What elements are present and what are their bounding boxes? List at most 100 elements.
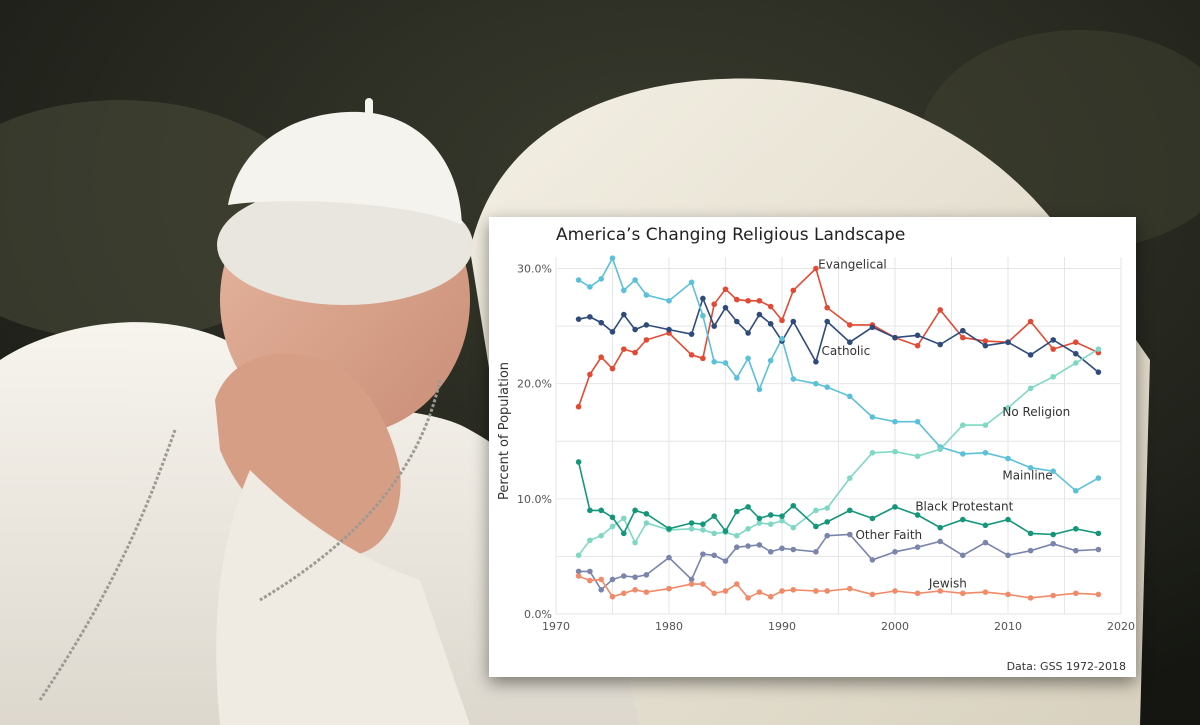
- x-tick-label: 2010: [994, 620, 1022, 633]
- y-tick-label: 0.0%: [524, 608, 552, 621]
- data-point: [1073, 487, 1079, 494]
- data-point: [734, 544, 740, 551]
- data-point: [632, 326, 638, 333]
- data-point: [1073, 339, 1079, 346]
- data-point: [847, 322, 853, 328]
- data-point: [982, 522, 989, 529]
- data-point: [700, 355, 706, 362]
- data-point: [824, 505, 830, 511]
- data-point: [1050, 531, 1056, 538]
- data-point: [790, 524, 797, 531]
- data-point: [937, 524, 943, 531]
- data-point: [847, 393, 853, 400]
- data-point: [960, 451, 966, 457]
- series-line-evangelical: [577, 266, 1099, 407]
- data-point: [1005, 339, 1011, 346]
- series-label: Mainline: [1002, 468, 1052, 482]
- series-label: Evangelical: [818, 258, 887, 272]
- data-point: [1005, 552, 1011, 559]
- data-point: [643, 292, 650, 298]
- data-point: [1050, 337, 1056, 343]
- data-point: [666, 326, 672, 333]
- data-point: [767, 549, 774, 555]
- zucchetto-stem: [365, 98, 373, 116]
- data-point: [1050, 373, 1056, 380]
- data-point: [587, 314, 593, 320]
- data-point: [711, 323, 717, 329]
- data-point: [745, 330, 751, 336]
- x-tick-label: 1990: [768, 620, 796, 633]
- data-point: [598, 576, 604, 583]
- data-point: [914, 512, 921, 518]
- data-point: [587, 284, 593, 290]
- data-point: [767, 512, 774, 518]
- data-point: [587, 371, 593, 378]
- y-axis-label: Percent of Population: [497, 362, 512, 500]
- data-point: [960, 327, 966, 334]
- y-tick-label: 10.0%: [517, 493, 552, 506]
- data-point: [643, 511, 650, 517]
- data-point: [756, 542, 763, 548]
- data-point: [892, 334, 898, 341]
- data-point: [621, 515, 627, 522]
- data-point: [632, 349, 638, 356]
- x-tick-label: 1980: [655, 620, 683, 633]
- data-point: [643, 572, 650, 578]
- data-point: [632, 277, 638, 283]
- data-point: [790, 318, 797, 325]
- data-point: [1027, 547, 1034, 554]
- data-point: [779, 517, 785, 524]
- data-point: [1073, 547, 1079, 554]
- data-point: [621, 573, 627, 579]
- line-chart: 1970 1980 1990 2000 2010 2020 0.0% 10.0% 20.0% 30…: [497, 225, 1135, 673]
- hair: [217, 185, 473, 305]
- data-point: [1005, 516, 1011, 523]
- series-line-mainline: [578, 256, 1099, 492]
- data-point: [745, 543, 751, 549]
- data-point: [756, 520, 763, 526]
- data-point: [700, 527, 706, 533]
- data-point: [813, 523, 819, 530]
- data-point: [982, 539, 989, 546]
- data-point: [960, 334, 966, 341]
- data-point: [982, 449, 989, 456]
- zucchetto: [228, 111, 462, 225]
- data-point: [745, 595, 751, 601]
- data-point: [700, 295, 706, 302]
- data-point: [722, 304, 729, 311]
- data-point: [1073, 350, 1079, 357]
- data-point: [643, 322, 650, 328]
- y-tick-label: 20.0%: [517, 378, 552, 391]
- data-point: [711, 590, 717, 597]
- data-point: [1095, 346, 1102, 352]
- series-label: No Religion: [1002, 405, 1070, 419]
- data-point: [609, 523, 616, 530]
- x-tick-label: 2020: [1107, 620, 1135, 633]
- data-point: [767, 357, 774, 364]
- data-point: [609, 593, 616, 600]
- data-point: [847, 585, 853, 592]
- data-point: [734, 318, 740, 325]
- data-point: [598, 354, 604, 360]
- data-point: [1050, 346, 1056, 352]
- data-point: [575, 552, 582, 559]
- data-point: [700, 551, 706, 557]
- data-point: [745, 355, 751, 362]
- data-point: [892, 448, 898, 455]
- data-point: [632, 574, 638, 580]
- data-point: [609, 576, 616, 583]
- data-point: [790, 502, 797, 509]
- data-point: [711, 530, 717, 537]
- data-point: [609, 365, 616, 372]
- data-point: [813, 265, 819, 272]
- data-point: [937, 341, 943, 348]
- data-point: [734, 532, 740, 539]
- data-point: [813, 549, 819, 555]
- data-point: [813, 507, 819, 514]
- sleeve: [216, 470, 470, 725]
- data-point: [734, 296, 740, 303]
- data-point: [779, 317, 785, 324]
- data-point: [1005, 405, 1011, 411]
- data-point: [666, 297, 672, 304]
- data-point: [666, 525, 672, 532]
